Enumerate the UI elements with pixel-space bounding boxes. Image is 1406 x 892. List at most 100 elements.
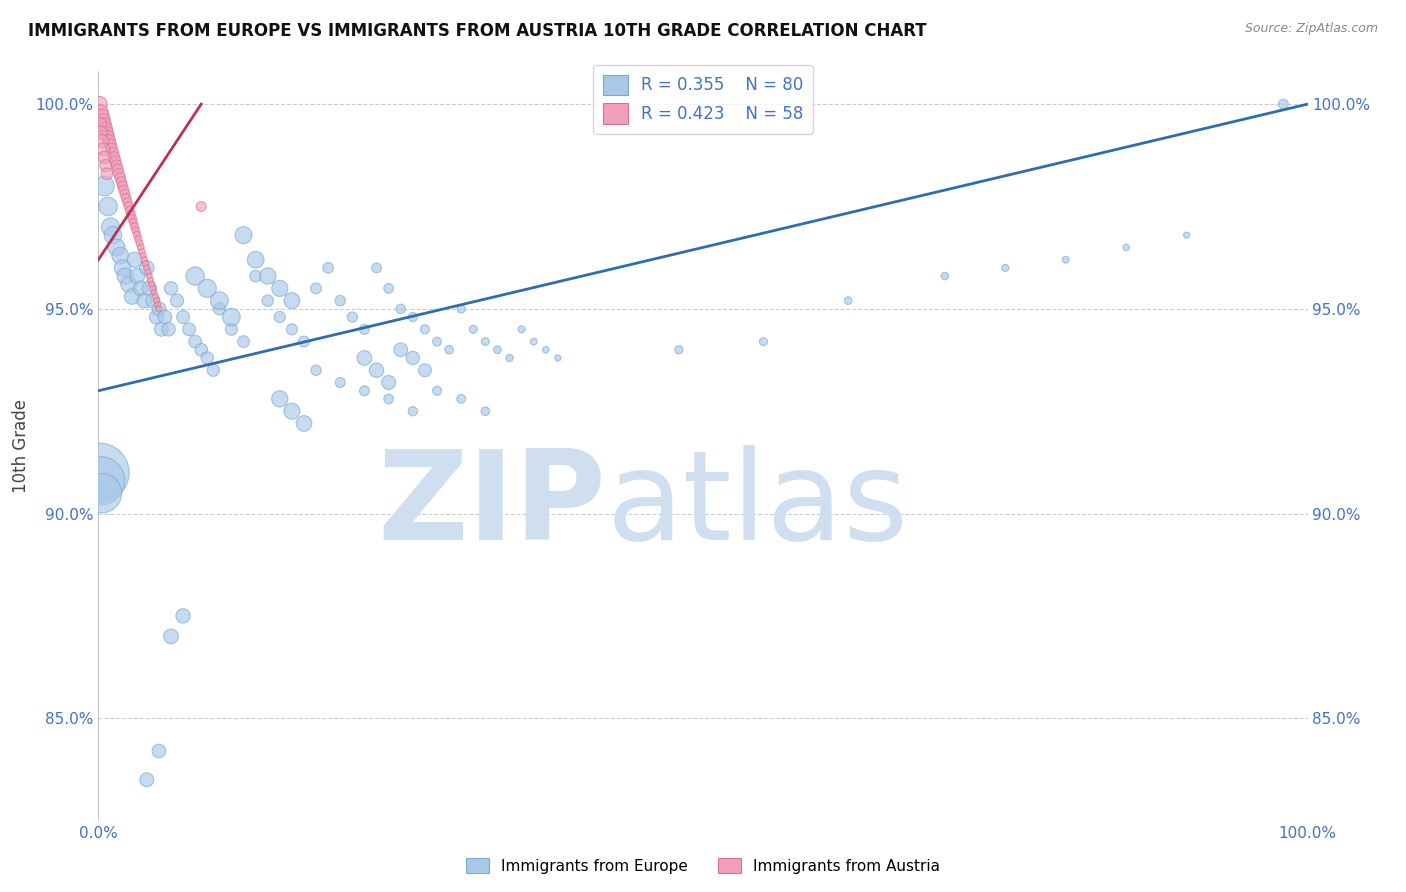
Point bbox=[426, 334, 449, 349]
Point bbox=[366, 260, 388, 275]
Point bbox=[281, 322, 304, 336]
Point bbox=[96, 126, 118, 140]
Point bbox=[127, 232, 149, 246]
Point bbox=[124, 252, 146, 267]
Point bbox=[172, 310, 194, 324]
Point bbox=[256, 269, 278, 284]
Point bbox=[184, 269, 207, 284]
Point bbox=[269, 392, 291, 406]
Point bbox=[135, 260, 157, 275]
Point bbox=[104, 154, 127, 169]
Point bbox=[91, 113, 114, 128]
Point bbox=[98, 134, 121, 148]
Point bbox=[112, 183, 135, 197]
Point bbox=[96, 167, 118, 181]
Point bbox=[256, 293, 278, 308]
Point bbox=[94, 159, 117, 173]
Point bbox=[934, 269, 956, 284]
Point bbox=[142, 293, 165, 308]
Point bbox=[377, 281, 399, 295]
Point bbox=[221, 322, 243, 336]
Point bbox=[93, 150, 115, 164]
Point bbox=[129, 281, 152, 295]
Point bbox=[101, 146, 124, 161]
Point bbox=[89, 466, 111, 480]
Point bbox=[329, 293, 352, 308]
Point bbox=[150, 322, 173, 336]
Point bbox=[353, 322, 375, 336]
Point bbox=[117, 195, 139, 210]
Point bbox=[97, 129, 120, 144]
Point bbox=[132, 249, 155, 263]
Point bbox=[128, 236, 150, 251]
Point bbox=[166, 293, 188, 308]
Point bbox=[402, 351, 425, 365]
Text: IMMIGRANTS FROM EUROPE VS IMMIGRANTS FROM AUSTRIA 10TH GRADE CORRELATION CHART: IMMIGRANTS FROM EUROPE VS IMMIGRANTS FRO… bbox=[28, 22, 927, 40]
Point bbox=[100, 138, 122, 153]
Point bbox=[316, 260, 339, 275]
Point bbox=[121, 211, 143, 226]
Point bbox=[474, 404, 496, 418]
Point bbox=[118, 199, 141, 213]
Point bbox=[114, 269, 136, 284]
Point bbox=[190, 343, 212, 357]
Legend: R = 0.355    N = 80, R = 0.423    N = 58: R = 0.355 N = 80, R = 0.423 N = 58 bbox=[593, 65, 813, 134]
Point bbox=[292, 334, 315, 349]
Point bbox=[305, 281, 328, 295]
Point bbox=[353, 384, 375, 398]
Point bbox=[232, 228, 254, 243]
Point bbox=[190, 199, 212, 213]
Point bbox=[366, 363, 388, 377]
Point bbox=[1115, 240, 1137, 254]
Point bbox=[103, 150, 125, 164]
Point bbox=[450, 301, 472, 316]
Point bbox=[138, 269, 160, 284]
Text: atlas: atlas bbox=[606, 445, 908, 566]
Point bbox=[100, 142, 122, 156]
Point bbox=[426, 384, 449, 398]
Point bbox=[208, 293, 231, 308]
Point bbox=[402, 310, 425, 324]
Point bbox=[142, 281, 165, 295]
Point bbox=[125, 224, 148, 238]
Point bbox=[118, 277, 141, 292]
Point bbox=[131, 244, 153, 259]
Point bbox=[120, 208, 142, 222]
Point bbox=[94, 121, 117, 136]
Point bbox=[195, 281, 218, 295]
Point bbox=[389, 343, 412, 357]
Point bbox=[292, 417, 315, 431]
Point bbox=[377, 376, 399, 390]
Point bbox=[110, 175, 132, 189]
Point bbox=[160, 629, 183, 643]
Point bbox=[134, 252, 156, 267]
Point bbox=[668, 343, 690, 357]
Point bbox=[245, 252, 267, 267]
Point bbox=[160, 281, 183, 295]
Point bbox=[145, 310, 167, 324]
Point bbox=[1175, 228, 1198, 243]
Point bbox=[1272, 97, 1295, 112]
Point bbox=[179, 322, 201, 336]
Point bbox=[232, 334, 254, 349]
Point bbox=[91, 134, 114, 148]
Point bbox=[122, 216, 145, 230]
Point bbox=[127, 269, 149, 284]
Point bbox=[143, 285, 166, 300]
Point bbox=[208, 301, 231, 316]
Point bbox=[91, 142, 114, 156]
Point bbox=[450, 392, 472, 406]
Point bbox=[837, 293, 859, 308]
Point bbox=[91, 486, 114, 500]
Text: Source: ZipAtlas.com: Source: ZipAtlas.com bbox=[1244, 22, 1378, 36]
Point bbox=[129, 240, 152, 254]
Point bbox=[305, 363, 328, 377]
Text: ZIP: ZIP bbox=[378, 445, 606, 566]
Point bbox=[89, 118, 111, 132]
Point bbox=[534, 343, 557, 357]
Point bbox=[143, 289, 166, 303]
Point bbox=[108, 170, 131, 185]
Point bbox=[402, 404, 425, 418]
Point bbox=[108, 167, 131, 181]
Point bbox=[114, 187, 136, 202]
